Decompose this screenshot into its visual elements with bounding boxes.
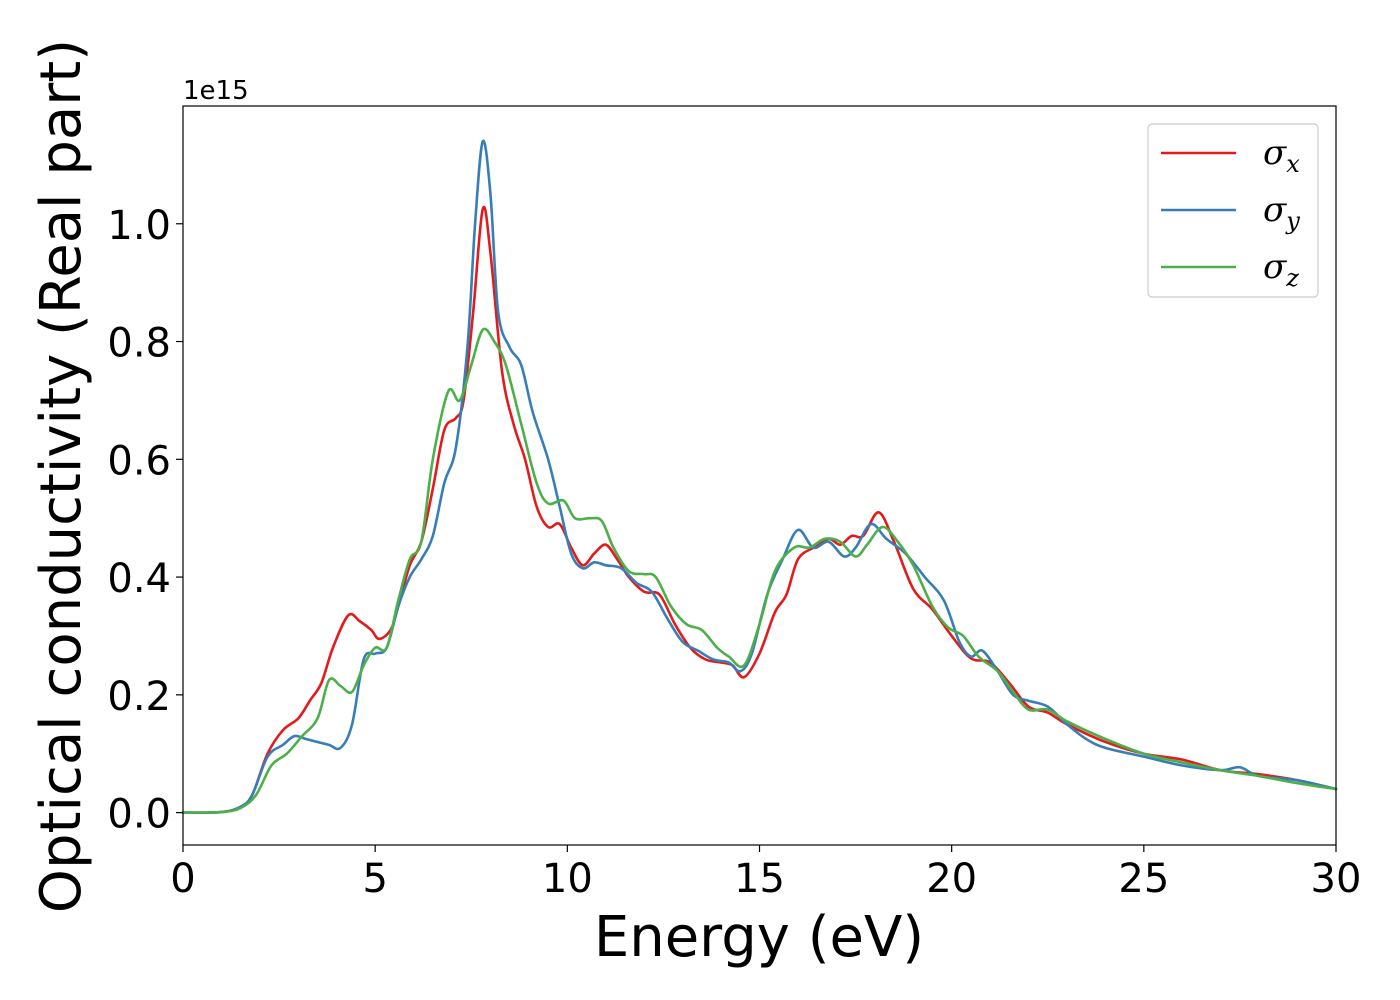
series-line-x <box>181 205 1338 814</box>
x-tick-label: 0 <box>170 856 195 902</box>
x-tick-label: 5 <box>362 856 387 902</box>
x-axis-ticks: 0 5 10 15 20 25 30 <box>170 845 1361 902</box>
x-tick-label: 15 <box>734 856 785 902</box>
y-axis-label: Optical conductivity (Real part) <box>29 39 94 913</box>
series-line-y <box>181 139 1338 814</box>
legend-label-x: σx <box>1263 133 1300 178</box>
x-tick-label: 25 <box>1118 856 1169 902</box>
x-tick-label: 20 <box>926 856 977 902</box>
y-tick-label: 0.4 <box>107 556 171 602</box>
y-tick-label: 0.2 <box>107 674 171 720</box>
x-axis-label: Energy (eV) <box>594 905 924 970</box>
y-tick-label: 0.0 <box>107 792 171 838</box>
y-tick-label: 1.0 <box>107 203 171 249</box>
legend: σx σy σz <box>1147 123 1319 298</box>
y-tick-label: 0.8 <box>107 321 171 367</box>
legend-label-z: σz <box>1263 247 1299 292</box>
series-layer <box>181 139 1338 814</box>
y-offset-label: 1e15 <box>183 76 249 106</box>
legend-label-y: σy <box>1263 190 1300 235</box>
y-tick-label: 0.6 <box>107 438 171 484</box>
y-axis-ticks: 0.0 0.2 0.4 0.6 0.8 1.0 <box>107 203 183 838</box>
x-tick-label: 10 <box>542 856 593 902</box>
x-tick-label: 30 <box>1311 856 1362 902</box>
series-line-z <box>181 327 1338 814</box>
